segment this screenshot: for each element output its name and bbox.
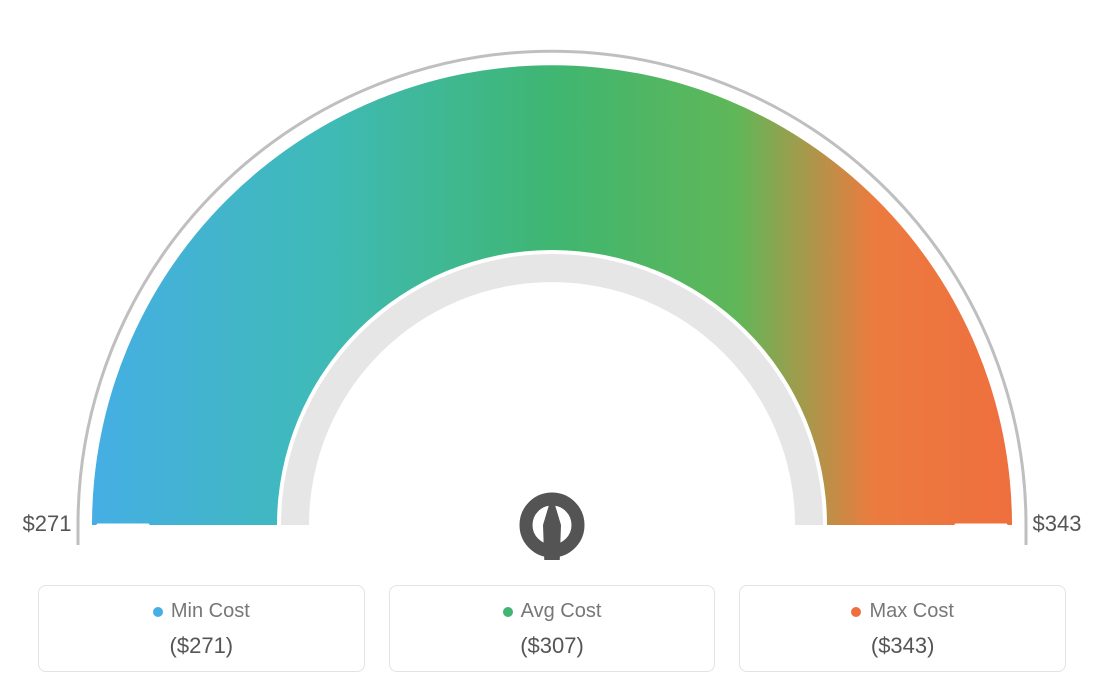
legend-min-label: Min Cost — [47, 600, 356, 623]
legend-max-value: ($343) — [748, 633, 1057, 659]
legend-avg: Avg Cost ($307) — [389, 585, 716, 672]
cost-gauge: $271$280$289$307$319$331$343 — [0, 0, 1104, 560]
legend-avg-value: ($307) — [398, 633, 707, 659]
dot-icon — [153, 607, 163, 617]
legend-avg-label-text: Avg Cost — [521, 600, 602, 623]
legend-min-value: ($271) — [47, 633, 356, 659]
gauge-svg: $271$280$289$307$319$331$343 — [0, 0, 1104, 560]
dot-icon — [851, 607, 861, 617]
legend-min: Min Cost ($271) — [38, 585, 365, 672]
legend-min-label-text: Min Cost — [171, 600, 250, 623]
dot-icon — [503, 607, 513, 617]
svg-text:$271: $271 — [23, 511, 72, 536]
legend-row: Min Cost ($271) Avg Cost ($307) Max Cost… — [0, 585, 1104, 672]
svg-text:$343: $343 — [1033, 511, 1082, 536]
legend-max-label-text: Max Cost — [869, 600, 953, 623]
legend-max-label: Max Cost — [748, 600, 1057, 623]
legend-avg-label: Avg Cost — [398, 600, 707, 623]
legend-max: Max Cost ($343) — [739, 585, 1066, 672]
